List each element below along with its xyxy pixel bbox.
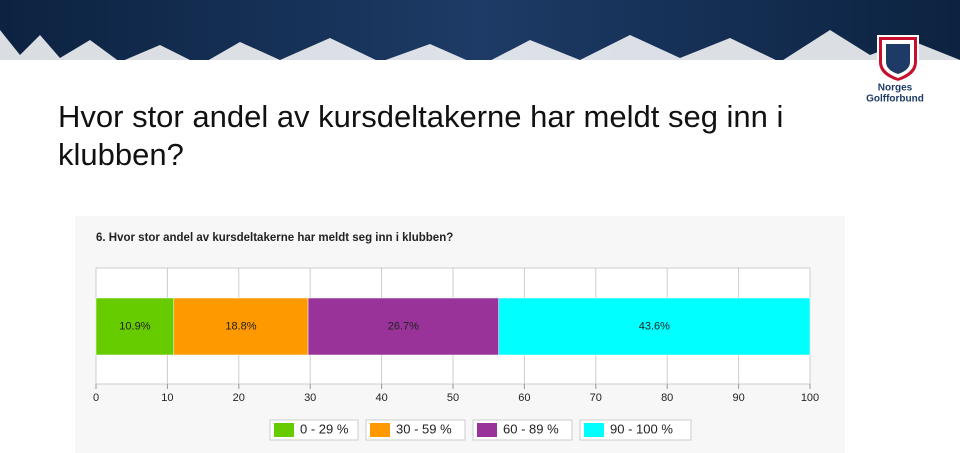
legend-label: 30 - 59 % bbox=[396, 421, 452, 436]
x-tick-label: 40 bbox=[375, 392, 387, 404]
slide-title-box: Hvor stor andel av kursdeltakerne har me… bbox=[58, 99, 784, 172]
value-label: 43.6% bbox=[639, 320, 670, 332]
bar-segment bbox=[95, 297, 175, 356]
x-tick-label: 0 bbox=[93, 392, 99, 404]
x-tick-label: 20 bbox=[233, 392, 245, 404]
x-tick-label: 60 bbox=[518, 392, 530, 404]
x-tick-label: 90 bbox=[732, 392, 744, 404]
logo-text: Golfforbund bbox=[866, 94, 924, 105]
logo-text: Norges bbox=[878, 83, 913, 94]
slide-title: Hvor stor andel av kursdeltakerne har me… bbox=[58, 99, 784, 172]
value-label: 26.7% bbox=[388, 320, 419, 332]
legend-label: 60 - 89 % bbox=[503, 421, 559, 436]
value-label: 18.8% bbox=[225, 320, 256, 332]
bar-segment bbox=[307, 297, 499, 356]
x-tick-label: 10 bbox=[161, 392, 173, 404]
x-tick-label: 100 bbox=[801, 392, 819, 404]
x-tick-label: 70 bbox=[590, 392, 602, 404]
legend-item bbox=[365, 419, 466, 441]
bar-segment bbox=[498, 297, 811, 356]
legend-swatch bbox=[370, 423, 390, 437]
logo-core bbox=[886, 44, 910, 74]
x-tick-label: 80 bbox=[661, 392, 673, 404]
legend-label: 0 - 29 % bbox=[300, 421, 349, 436]
legend-swatch bbox=[274, 423, 294, 437]
legend-label: 90 - 100 % bbox=[610, 421, 673, 436]
x-tick-label: 50 bbox=[447, 392, 459, 404]
legend-item bbox=[472, 419, 573, 441]
legend-swatch bbox=[584, 423, 604, 437]
logo: Norges Golfforbund bbox=[866, 35, 924, 105]
legend-swatch bbox=[477, 423, 497, 437]
value-label: 10.9% bbox=[119, 320, 150, 332]
legend-item bbox=[579, 419, 692, 441]
bar-segment bbox=[173, 297, 309, 356]
chart-title: 6. Hvor stor andel av kursdeltakerne har… bbox=[96, 232, 453, 244]
x-tick-label: 30 bbox=[304, 392, 316, 404]
grass-edge bbox=[0, 30, 960, 80]
header-fade bbox=[0, 72, 960, 82]
